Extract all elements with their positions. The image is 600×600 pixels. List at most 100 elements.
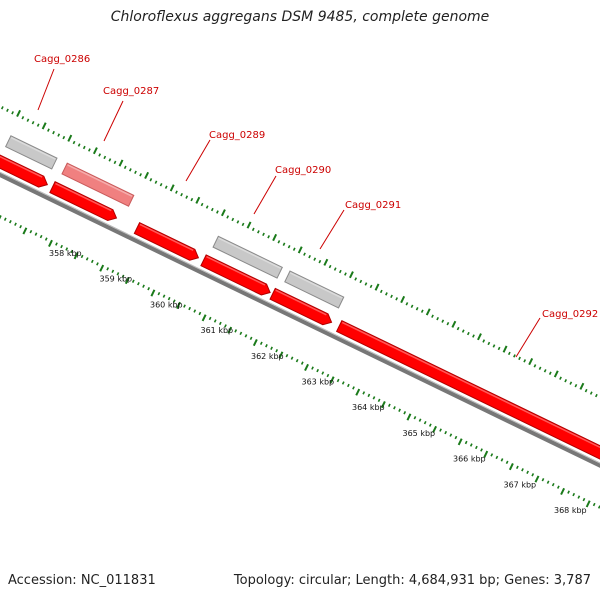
outer-tick	[502, 345, 508, 353]
outer-tick	[16, 109, 22, 118]
inner-tick	[367, 393, 371, 398]
inner-tick	[259, 341, 263, 345]
inner-tick	[48, 239, 53, 247]
inner-tick	[326, 373, 330, 378]
inner-tick	[131, 279, 135, 283]
gene-label-cagg-0286: Cagg_0286	[34, 54, 90, 65]
outer-tick	[487, 341, 491, 346]
gene-cagg-0292	[335, 319, 600, 460]
inner-tick	[188, 306, 192, 311]
inner-tick	[362, 391, 366, 395]
scale-label: 359 kbp	[100, 275, 133, 284]
inner-tick	[270, 346, 273, 350]
gene-labels: Cagg_0286 Cagg_0287 Cagg_0289 Cagg_0290 Cagg…	[34, 54, 598, 358]
outer-tick	[390, 294, 393, 299]
inner-tick	[65, 247, 69, 251]
outer-tick	[528, 357, 534, 366]
outer-tick	[595, 393, 598, 398]
outer-tick	[589, 391, 593, 395]
inner-tick	[464, 440, 468, 445]
outer-tick	[425, 308, 431, 316]
outer-tick	[328, 264, 332, 269]
outer-tick	[338, 269, 342, 274]
outer-tick	[354, 277, 358, 281]
inner-tick	[321, 371, 325, 375]
inner-tick	[304, 363, 309, 371]
inner-tick	[201, 314, 207, 322]
outer-tick	[57, 133, 61, 137]
outer-tick	[564, 379, 568, 383]
inner-tick	[515, 465, 519, 470]
outer-tick	[185, 195, 189, 199]
outer-tick	[297, 246, 303, 254]
outer-tick	[472, 334, 475, 338]
inner-tick	[218, 321, 222, 326]
inner-tick	[418, 418, 422, 422]
outer-tick	[543, 369, 547, 373]
outer-tick	[92, 147, 98, 155]
gene-label-leader	[103, 100, 124, 142]
outer-tick	[574, 383, 578, 388]
inner-tick	[249, 336, 253, 341]
inner-tick	[311, 366, 314, 370]
outer-tick	[523, 359, 527, 363]
outer-tick	[344, 272, 347, 276]
inner-tick	[585, 500, 591, 508]
outer-tick	[190, 197, 194, 202]
outer-tick	[313, 257, 317, 261]
inner-tick	[234, 329, 238, 333]
inner-tick	[483, 450, 489, 458]
outer-tick	[205, 205, 209, 209]
inner-tick	[227, 326, 233, 334]
inner-tick	[73, 252, 79, 260]
outer-tick	[497, 346, 501, 351]
inner-tick	[377, 398, 381, 403]
inner-tick	[449, 433, 453, 437]
outer-tick	[134, 170, 137, 175]
inner-tick	[398, 408, 401, 412]
outer-tick	[113, 160, 117, 165]
inner-tick	[567, 490, 570, 494]
outer-tick	[164, 185, 168, 189]
inner-tick	[534, 475, 540, 483]
gene-shading	[275, 289, 327, 316]
scale-label: 363 kbp	[302, 378, 335, 387]
outer-tick	[359, 279, 363, 284]
outer-tick	[62, 135, 66, 140]
inner-tick	[193, 309, 197, 313]
inner-tick	[224, 324, 227, 328]
inner-tick	[70, 249, 74, 254]
outer-tick	[349, 271, 354, 279]
inner-tick	[432, 425, 437, 434]
outer-tick	[303, 252, 306, 256]
outer-tick	[67, 134, 73, 142]
inner-tick-ring	[0, 215, 600, 509]
inner-tick	[157, 291, 161, 296]
gene-label-leader	[37, 68, 55, 111]
inner-tick	[526, 470, 529, 474]
scale-label: 361 kbp	[201, 326, 234, 335]
gene-shading	[218, 237, 281, 269]
inner-tick	[439, 428, 442, 432]
scale-label: 368 kbp	[554, 506, 587, 515]
scale-label: 364 kbp	[352, 403, 385, 412]
inner-tick	[278, 351, 284, 359]
outer-tick	[369, 284, 373, 289]
inner-tick	[39, 234, 43, 239]
outer-tick	[108, 158, 112, 162]
outer-tick	[226, 215, 230, 219]
outer-tick	[507, 351, 511, 356]
backbone-line	[0, 172, 600, 468]
outer-tick	[431, 314, 434, 318]
topology-text: Topology: circular; Length: 4,684,931 bp…	[233, 573, 591, 588]
outer-tick	[98, 153, 102, 157]
gene-shading	[0, 155, 43, 178]
inner-tick	[213, 319, 217, 323]
outer-tick	[446, 321, 450, 326]
gene-unlabeled-8	[269, 287, 333, 326]
gene-shading	[341, 321, 600, 449]
inner-tick	[521, 468, 524, 472]
outer-tick	[21, 116, 25, 120]
gene-track	[0, 135, 600, 460]
outer-tick	[553, 370, 559, 378]
